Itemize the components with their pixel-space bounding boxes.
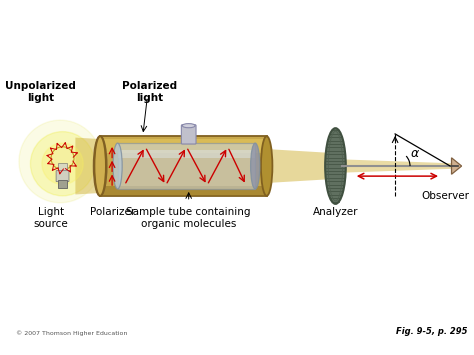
Ellipse shape	[261, 136, 273, 196]
Text: Light
source: Light source	[34, 207, 68, 229]
Text: © 2007 Thomson Higher Education: © 2007 Thomson Higher Education	[16, 330, 127, 336]
FancyBboxPatch shape	[58, 163, 67, 171]
Ellipse shape	[113, 143, 122, 189]
FancyBboxPatch shape	[118, 149, 255, 158]
Text: α: α	[410, 147, 419, 160]
Text: Analyzer: Analyzer	[313, 207, 358, 217]
Polygon shape	[75, 138, 336, 195]
FancyBboxPatch shape	[56, 171, 69, 182]
Circle shape	[30, 132, 95, 196]
Circle shape	[19, 120, 101, 203]
Ellipse shape	[94, 136, 107, 196]
FancyBboxPatch shape	[182, 125, 196, 144]
Ellipse shape	[325, 128, 346, 204]
Text: Fig. 9-5, p. 295: Fig. 9-5, p. 295	[396, 327, 467, 336]
FancyBboxPatch shape	[100, 140, 267, 153]
Ellipse shape	[97, 141, 104, 191]
Circle shape	[51, 147, 74, 170]
FancyBboxPatch shape	[100, 136, 267, 196]
Text: Polarized
light: Polarized light	[122, 81, 177, 103]
Ellipse shape	[182, 124, 195, 128]
Circle shape	[42, 143, 83, 184]
Text: Sample tube containing
organic molecules: Sample tube containing organic molecules	[127, 207, 251, 229]
FancyBboxPatch shape	[58, 180, 67, 187]
Polygon shape	[452, 158, 462, 174]
Text: Polarizer: Polarizer	[91, 207, 136, 217]
Text: Observer: Observer	[421, 191, 470, 201]
Ellipse shape	[94, 136, 106, 196]
Polygon shape	[336, 159, 453, 173]
Ellipse shape	[251, 143, 260, 189]
FancyBboxPatch shape	[118, 143, 255, 189]
Text: Unpolarized
light: Unpolarized light	[5, 81, 76, 103]
FancyBboxPatch shape	[100, 186, 267, 196]
